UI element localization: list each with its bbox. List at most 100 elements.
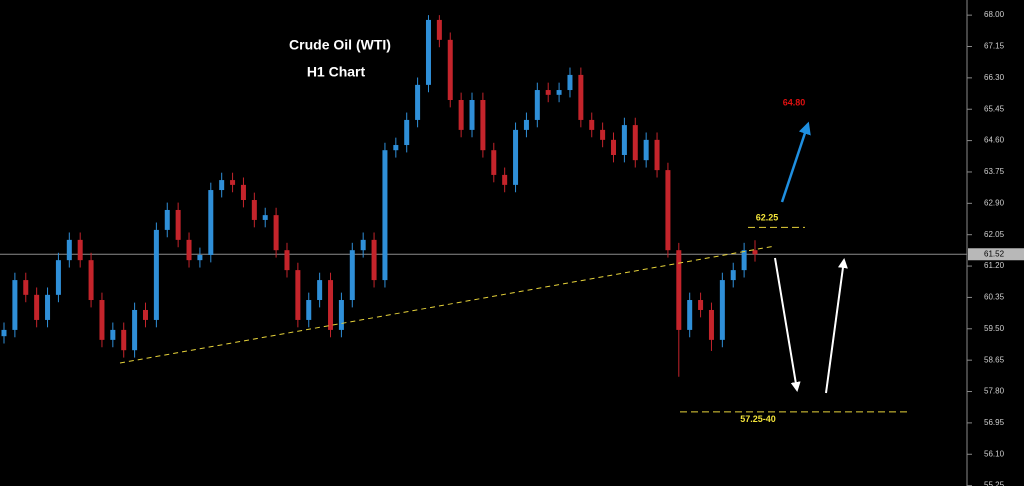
candle-body bbox=[284, 250, 290, 271]
y-tick-label: 66.30 bbox=[984, 73, 1005, 82]
candle-body bbox=[186, 239, 192, 261]
candle-body bbox=[415, 84, 421, 120]
arrow-up bbox=[825, 258, 848, 394]
arrow-up-blue bbox=[780, 121, 811, 203]
candle-body bbox=[600, 129, 606, 140]
candle-body bbox=[164, 209, 170, 230]
y-tick-label: 55.25 bbox=[984, 481, 1005, 486]
candle-body bbox=[349, 250, 355, 301]
candle-body bbox=[523, 119, 529, 130]
candle-body bbox=[88, 260, 94, 301]
candle-body bbox=[382, 150, 388, 281]
candle-body bbox=[251, 200, 257, 220]
candle-body bbox=[469, 100, 475, 130]
candle-body bbox=[687, 300, 693, 330]
candle-body bbox=[513, 129, 519, 185]
level-label: 57.25-40 bbox=[740, 414, 776, 424]
candle-body bbox=[262, 215, 268, 220]
plot-area bbox=[0, 15, 967, 377]
candle-body bbox=[338, 300, 344, 330]
candle-body bbox=[480, 100, 486, 151]
candle-body bbox=[23, 280, 29, 295]
candle-body bbox=[34, 294, 40, 320]
candle-body bbox=[502, 174, 508, 185]
candle-body bbox=[1, 329, 7, 337]
candle-body bbox=[55, 260, 61, 295]
candle-body bbox=[752, 250, 758, 255]
candle-body bbox=[567, 74, 573, 91]
candle-body bbox=[175, 209, 181, 240]
candle-body bbox=[556, 90, 562, 95]
candle-body bbox=[632, 125, 638, 161]
candle-body bbox=[219, 180, 225, 191]
y-tick-label: 62.90 bbox=[984, 198, 1005, 207]
candle-body bbox=[425, 19, 431, 85]
candle-body bbox=[360, 239, 366, 251]
candle-body bbox=[295, 270, 301, 320]
candle-body bbox=[741, 250, 747, 271]
arrow-down bbox=[774, 257, 801, 392]
candle-body bbox=[132, 309, 138, 351]
y-tick-label: 60.35 bbox=[984, 293, 1005, 302]
candle-body bbox=[240, 184, 246, 201]
candle-body bbox=[719, 280, 725, 340]
candle-body bbox=[393, 145, 399, 151]
candle-body bbox=[698, 300, 704, 310]
y-tick-label: 56.95 bbox=[984, 418, 1005, 427]
candle-body bbox=[110, 329, 116, 340]
candle-body bbox=[578, 74, 584, 120]
target-label: 64.80 bbox=[783, 98, 806, 108]
y-tick-label: 65.45 bbox=[984, 104, 1005, 113]
candle-body bbox=[534, 90, 540, 120]
y-tick-label: 57.80 bbox=[984, 387, 1005, 396]
candle-body bbox=[665, 170, 671, 251]
candle-body bbox=[545, 90, 551, 95]
y-tick-label: 56.10 bbox=[984, 449, 1005, 458]
candle-body bbox=[121, 329, 127, 351]
y-tick-label: 58.65 bbox=[984, 355, 1005, 364]
y-tick-label: 59.50 bbox=[984, 324, 1005, 333]
candle-body bbox=[197, 254, 203, 261]
chart-title: Crude Oil (WTI) bbox=[289, 37, 391, 53]
candle-body bbox=[45, 294, 51, 320]
y-tick-label: 61.20 bbox=[984, 261, 1005, 270]
trend-line bbox=[119, 245, 776, 364]
candle-body bbox=[621, 125, 627, 155]
candle-body bbox=[77, 239, 83, 261]
candle-body bbox=[142, 309, 148, 320]
y-tick-label: 62.05 bbox=[984, 230, 1005, 239]
candle-body bbox=[230, 180, 236, 185]
candle-body bbox=[66, 239, 72, 261]
candle-body bbox=[404, 119, 410, 146]
y-tick-label: 67.15 bbox=[984, 42, 1005, 51]
y-tick-label: 64.60 bbox=[984, 136, 1005, 145]
candle-body bbox=[491, 150, 497, 175]
chart-subtitle: H1 Chart bbox=[307, 64, 366, 80]
candle-body bbox=[99, 300, 105, 340]
candle-body bbox=[654, 139, 660, 171]
candle-body bbox=[12, 280, 18, 330]
last-price-box bbox=[968, 248, 1024, 261]
candle-body bbox=[317, 280, 323, 301]
candle-body bbox=[208, 190, 214, 255]
candle-body bbox=[371, 239, 377, 281]
candle-body bbox=[153, 229, 159, 320]
candle-body bbox=[676, 250, 682, 330]
candle-body bbox=[458, 100, 464, 130]
y-tick-label: 63.75 bbox=[984, 167, 1005, 176]
candle-body bbox=[708, 309, 714, 340]
candle-body bbox=[643, 139, 649, 161]
level-label: 62.25 bbox=[756, 213, 779, 223]
candle-body bbox=[273, 215, 279, 251]
candle-body bbox=[730, 270, 736, 281]
y-tick-label: 68.00 bbox=[984, 10, 1005, 19]
candle-body bbox=[589, 119, 595, 130]
candle-body bbox=[306, 300, 312, 320]
candle-body bbox=[611, 139, 617, 155]
candle-body bbox=[447, 39, 453, 101]
candle-body bbox=[436, 19, 442, 40]
last-price-label: 61.52 bbox=[984, 249, 1005, 258]
candle-body bbox=[328, 280, 334, 330]
